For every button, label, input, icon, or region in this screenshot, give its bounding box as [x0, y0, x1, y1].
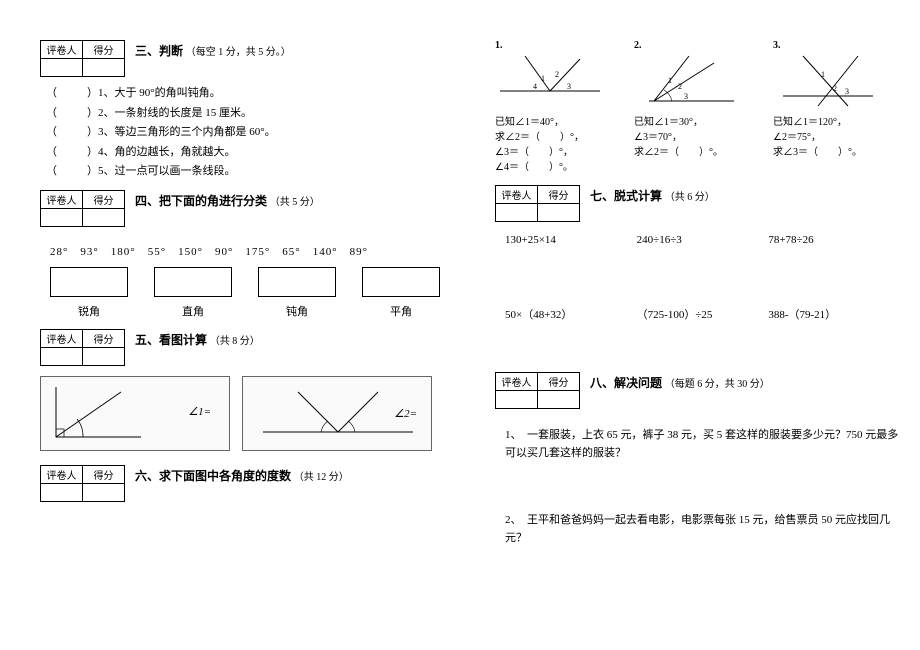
angle-prob-3: 3. 1 2 3 已知∠1＝120°， ∠2＝75°， 求∠3＝（ ）°。	[773, 40, 900, 175]
svg-text:3: 3	[567, 82, 571, 91]
s3-q4: （）4、角的边越长，角就越大。	[46, 144, 445, 161]
score-table-s5: 评卷人得分	[40, 329, 125, 366]
angle-prob-2: 2. 1 2 3 已知∠1＝30°， ∠3＝70°， 求∠2＝（	[634, 40, 761, 175]
section5-title: 五、看图计算	[135, 333, 207, 347]
svg-text:2: 2	[678, 82, 682, 91]
figure5-2: ∠2=	[242, 376, 432, 451]
section3-title: 三、判断	[135, 44, 183, 58]
fig5-2-label: ∠2=	[394, 407, 417, 420]
acute-box	[50, 267, 128, 297]
section8-title: 八、解决问题	[590, 376, 662, 390]
calc4: 50×（48+32）	[505, 306, 637, 322]
right-box	[154, 267, 232, 297]
score-table-s8: 评卷人得分	[495, 372, 580, 409]
section8-sub: （每题 6 分，共 30 分）	[665, 379, 770, 390]
label-right: 直角	[154, 303, 232, 319]
fig5-1-label: ∠1=	[188, 405, 211, 418]
section6-sub: （共 12 分）	[294, 472, 349, 483]
s8-q1: 1、 一套服装，上衣 65 元，裤子 38 元，买 5 套这样的服装要多少元？7…	[505, 427, 900, 462]
s3-q3: （）3、等边三角形的三个内角都是 60°。	[46, 124, 445, 141]
angle-prob-1: 1. 1 2 3 4 已知∠1＝40°， 求∠2＝（ ）°， ∠3	[495, 40, 622, 175]
section5-sub: （共 8 分）	[210, 336, 260, 347]
obtuse-box	[258, 267, 336, 297]
s3-q1: （）1、大于 90°的角叫钝角。	[46, 85, 445, 102]
score-header: 得分	[83, 41, 125, 59]
angle-boxes	[50, 267, 445, 297]
calc5: （725-100）÷25	[637, 306, 769, 322]
s3-q5: （）5、过一点可以画一条线段。	[46, 163, 445, 180]
section4-sub: （共 5 分）	[270, 197, 320, 208]
section7-title: 七、脱式计算	[590, 189, 662, 203]
calc1: 130+25×14	[505, 234, 637, 246]
svg-text:1: 1	[541, 74, 545, 83]
svg-text:1: 1	[821, 70, 825, 79]
score-table-s3: 评卷人 得分	[40, 40, 125, 77]
straight-box	[362, 267, 440, 297]
section7-sub: （共 6 分）	[665, 192, 715, 203]
section4-title: 四、把下面的角进行分类	[135, 194, 267, 208]
section6-title: 六、求下面图中各角度的度数	[135, 469, 291, 483]
s3-q2: （）2、一条射线的长度是 15 厘米。	[46, 105, 445, 122]
s8-q2: 2、 王平和爸爸妈妈一起去看电影，电影票每张 15 元，给售票员 50 元应找回…	[505, 512, 900, 547]
svg-text:2: 2	[555, 70, 559, 79]
label-straight: 平角	[362, 303, 440, 319]
label-obtuse: 钝角	[258, 303, 336, 319]
score-table-s7: 评卷人得分	[495, 185, 580, 222]
calc2: 240÷16÷3	[637, 234, 769, 246]
svg-text:1: 1	[668, 76, 672, 85]
calc6: 388-（79-21）	[768, 306, 900, 322]
svg-text:3: 3	[684, 92, 688, 101]
svg-text:2: 2	[833, 84, 837, 93]
svg-text:4: 4	[533, 82, 537, 91]
svg-text:3: 3	[845, 87, 849, 96]
label-acute: 锐角	[50, 303, 128, 319]
section3-sub: （每空 1 分，共 5 分。）	[186, 47, 291, 58]
reviewer-header: 评卷人	[41, 41, 83, 59]
figure5-1: ∠1=	[40, 376, 230, 451]
score-table-s6: 评卷人得分	[40, 465, 125, 502]
angle-values: 28° 93° 180° 55° 150° 90° 175° 65° 140° …	[50, 243, 445, 259]
score-table-s4: 评卷人得分	[40, 190, 125, 227]
calc3: 78+78÷26	[768, 234, 900, 246]
